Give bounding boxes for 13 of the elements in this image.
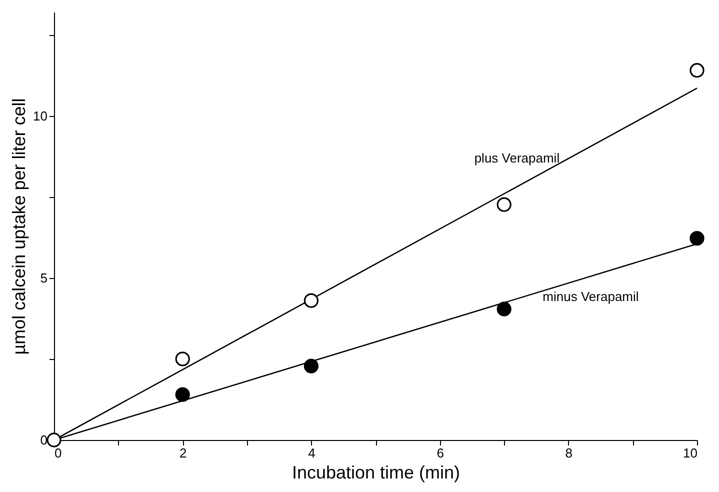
x-tick-label: 8 [565,446,573,460]
y-tick-label: 0 [40,432,48,448]
x-tick-label: 6 [436,446,444,460]
x-tick-label: 10 [683,446,698,460]
y-axis-title: µmol calcein uptake per liter cell [9,98,30,355]
y-tick-label: 5 [40,270,48,286]
y-tick-label: 10 [33,108,48,124]
x-axis-title: Incubation time (min) [292,462,460,482]
x-tick-label: 0 [54,446,62,460]
series-label: minus Verapamil [542,288,639,304]
x-tick-label: 4 [308,446,316,460]
x-tick-label: 2 [179,446,187,460]
series-label: plus Verapamil [474,150,560,166]
